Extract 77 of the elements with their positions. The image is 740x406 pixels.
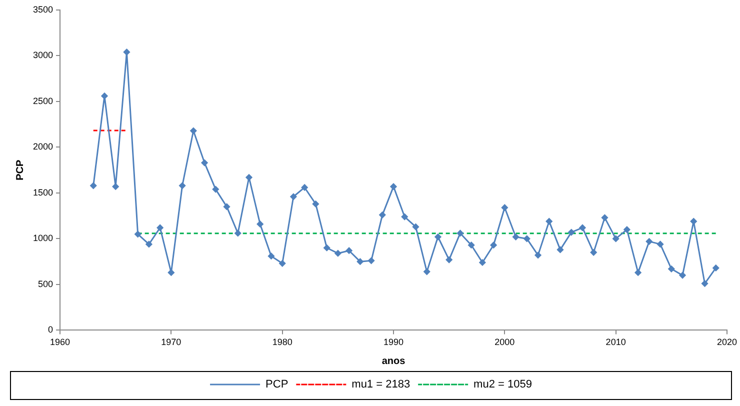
point [390,183,397,190]
point [601,214,608,221]
point [668,266,675,272]
x-tick-label: 1980 [272,337,292,348]
point [657,240,664,248]
legend-label: mu1 = 2183 [352,378,410,391]
point [356,258,364,265]
point [568,229,575,236]
point [368,257,375,264]
point [468,242,475,248]
point [101,92,108,100]
point [324,244,330,252]
point [312,200,319,208]
point [246,174,252,181]
x-tick-label: 1990 [383,337,404,348]
point [401,214,408,220]
y-tick-label: 3500 [32,4,54,14]
point [512,234,520,240]
point [224,203,230,210]
point [534,252,542,258]
point [301,184,308,191]
legend-label: PCP [266,378,288,391]
point [156,224,164,231]
y-axis-title: PCP [14,159,26,180]
y-tick-label: 2000 [32,142,54,152]
point [268,252,274,260]
y-tick-label: 3000 [32,50,54,60]
x-tick-label: 2010 [606,337,626,348]
x-axis-title: anos [382,356,406,367]
x-tick-label: 2020 [716,337,738,348]
point [479,259,486,266]
point [168,269,174,276]
point [634,269,642,276]
y-tick-label: 0 [48,324,54,335]
point [646,238,652,245]
x-tick-label: 1960 [50,337,70,348]
x-tick-label: 2000 [494,337,515,348]
point [456,230,464,236]
point [546,218,552,225]
point [612,235,620,242]
point [234,230,242,236]
point [524,235,530,242]
point [679,272,686,279]
y-tick-label: 2500 [32,96,54,106]
legend-label: mu2 = 1059 [474,378,532,391]
point [712,264,720,272]
point [624,226,630,233]
point [490,242,497,248]
point [146,240,152,248]
point [590,249,597,256]
point [290,193,297,200]
point [556,246,564,253]
y-tick-label: 500 [38,278,54,289]
point [179,182,186,189]
point [579,224,586,231]
point [123,48,130,56]
point [379,212,386,218]
point [424,268,430,275]
point [346,247,352,254]
point [201,160,208,166]
point [501,204,508,211]
point [256,220,264,228]
y-tick-label: 1500 [32,187,54,198]
point [134,230,142,238]
point [112,183,119,190]
point [90,182,97,189]
point [190,128,197,134]
point [279,260,286,267]
point [690,218,697,225]
point [702,280,708,287]
point [212,186,219,193]
y-tick-label: 1000 [32,233,54,244]
point [434,234,442,240]
x-tick-label: 1970 [161,337,182,348]
point [446,256,452,264]
point [412,224,419,230]
point [334,250,342,257]
